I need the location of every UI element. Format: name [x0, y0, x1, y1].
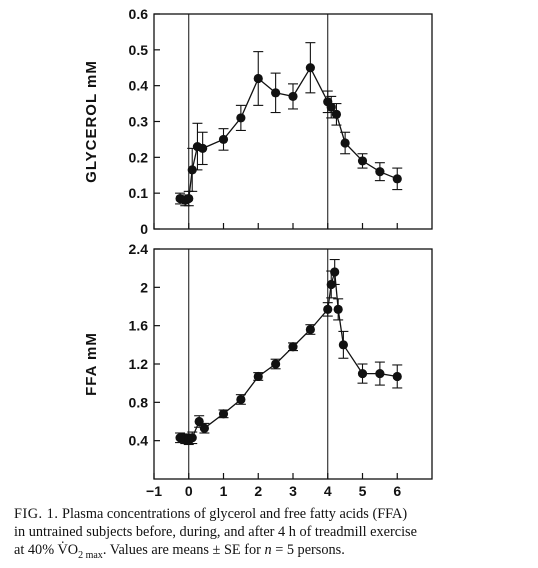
glycerol-y-tick-label: 0 — [140, 221, 148, 237]
ffa-y-tick-label: 0.4 — [129, 433, 149, 449]
caption-line-3-suffix: = 5 persons. — [275, 542, 345, 558]
caption-line-2: in untrained subjects before, during, an… — [14, 524, 417, 540]
glycerol-panel: 0 0.1 0.2 0.3 0.4 0.5 0.6 GLYCEROL mM — [83, 6, 433, 237]
glycerol-data-point — [236, 113, 246, 123]
glycerol-series-line — [179, 66, 398, 202]
ffa-data-point — [375, 368, 385, 379]
ffa-data-point — [199, 423, 209, 433]
ffa-y-tick-label: 2.4 — [129, 241, 149, 257]
figure: 0 0.1 0.2 0.3 0.4 0.5 0.6 GLYCEROL mM −1 0 1 2 3 4 5 6… — [83, 6, 433, 499]
ffa-data-point — [330, 267, 340, 277]
glycerol-plot-frame — [153, 13, 433, 230]
x-tick-label: −1 — [146, 483, 162, 499]
glycerol-data-point — [392, 174, 402, 184]
ffa-data-point — [253, 371, 263, 382]
x-tick-label: 6 — [393, 483, 401, 499]
glycerol-data-point — [305, 63, 315, 73]
caption-n-variable: n — [264, 542, 272, 558]
ffa-data-point — [271, 359, 281, 369]
caption-line-3-mid: . Values are means ± SE for — [102, 542, 261, 558]
glycerol-data-point — [331, 109, 342, 119]
caption-figure-label: FIG. 1. — [14, 506, 59, 522]
ffa-data-point — [338, 340, 348, 350]
glycerol-data-point — [184, 193, 194, 204]
x-tick-label: 1 — [220, 483, 228, 499]
glycerol-data-point — [375, 167, 385, 177]
glycerol-data-point — [357, 156, 368, 166]
ffa-data-point — [305, 324, 315, 335]
glycerol-data-point — [271, 88, 281, 98]
ffa-data-point — [288, 342, 298, 352]
ffa-data-point — [357, 368, 368, 379]
ffa-data-point — [236, 394, 246, 405]
glycerol-y-tick-label: 0.6 — [129, 6, 149, 22]
ffa-y-axis-title: FFA mM — [83, 332, 100, 396]
ffa-data-point — [392, 371, 402, 382]
glycerol-y-tick-label: 0.4 — [129, 78, 149, 94]
figure-caption: FIG. 1. Plasma concentrations of glycero… — [14, 505, 530, 565]
ffa-data-point — [187, 433, 197, 443]
caption-vo2: V̇O — [57, 542, 79, 558]
glycerol-y-tick-label: 0.2 — [129, 149, 149, 165]
x-tick-label: 2 — [254, 483, 262, 499]
glycerol-data-point — [340, 138, 350, 148]
ffa-y-tick-label: 2 — [140, 279, 148, 295]
caption-line-1: Plasma concentrations of glycerol and fr… — [62, 506, 408, 522]
x-tick-label: 5 — [359, 483, 367, 499]
glycerol-data-point — [218, 134, 229, 145]
ffa-data-point — [323, 304, 333, 314]
ffa-y-tick-label: 1.2 — [129, 356, 149, 372]
glycerol-data-point — [288, 91, 298, 102]
glycerol-data-point — [198, 143, 208, 153]
caption-vo2-subscript: 2 max — [78, 549, 103, 561]
glycerol-y-tick-label: 0.1 — [129, 185, 149, 201]
ffa-data-point — [333, 304, 343, 314]
glycerol-y-tick-label: 0.5 — [129, 42, 149, 58]
glycerol-data-point — [187, 165, 197, 175]
x-tick-label: 4 — [324, 483, 332, 499]
ffa-y-tick-label: 0.8 — [129, 394, 149, 410]
ffa-plot-frame — [153, 248, 433, 480]
ffa-y-tick-label: 1.6 — [129, 318, 149, 334]
ffa-data-point — [218, 409, 229, 419]
x-tick-label: 0 — [185, 483, 193, 499]
glycerol-data-point — [253, 73, 263, 84]
caption-line-3-prefix: at 40% — [14, 542, 55, 558]
ffa-series-line — [179, 271, 398, 441]
glycerol-data-point — [326, 102, 336, 112]
glycerol-y-tick-label: 0.3 — [129, 114, 149, 130]
x-tick-label: 3 — [289, 483, 297, 499]
glycerol-y-axis-title: GLYCEROL mM — [83, 60, 100, 183]
